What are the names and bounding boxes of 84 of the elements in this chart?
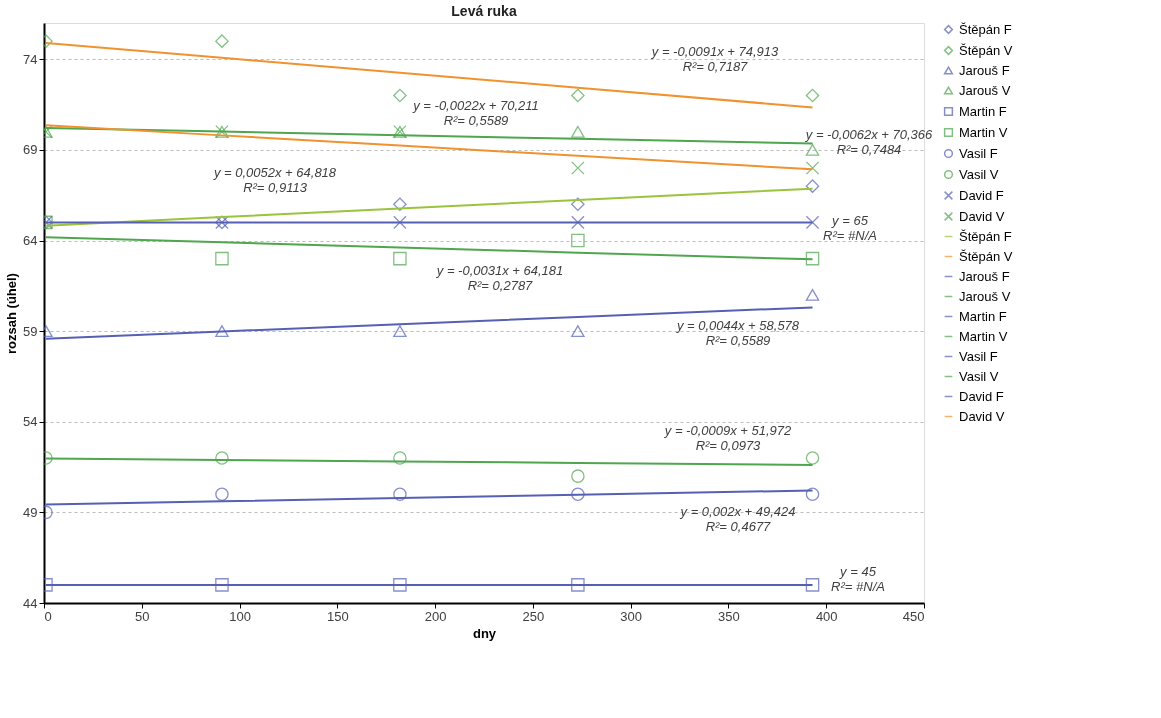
legend-label: Jarouš F [959,268,1010,284]
legend-label: Štěpán V [959,42,1013,58]
legend-label: Martin F [959,308,1007,324]
point [571,161,585,175]
point [215,34,229,48]
annotation: y = 0,0044x + 58,578 R²= 0,5589 [675,318,800,348]
legend-label: Jarouš F [959,62,1010,78]
point [805,161,820,175]
legend-label: Martin V [959,124,1008,140]
legend-label: David F [959,388,1004,404]
point [805,143,820,156]
legend-label: Štěpán V [959,248,1013,264]
point [805,88,820,103]
y-tick-label: 64 [23,233,38,248]
annotation: y = 0,002x + 49,424 R²= 0,4677 [679,504,796,534]
y-tick-label: 74 [23,51,38,67]
legend-label: Jarouš V [959,288,1011,304]
point [571,125,585,138]
point [571,233,585,248]
legend-label: Vasil F [959,348,998,364]
x-tick-label: 0 [44,608,52,624]
legend-label: Štěpán F [959,21,1012,37]
point [215,451,229,465]
point [215,325,229,338]
x-tick-label: 300 [620,608,643,624]
point [571,578,585,592]
y-axis-title: rozsah (úhel) [4,273,20,354]
legend-label: Vasil V [959,368,999,384]
point [215,487,229,502]
x-tick-label: 250 [522,608,545,624]
annotation: y = 45 R²= #N/A [831,564,885,594]
y-tick-label: 59 [23,323,38,339]
legend-label: David V [959,208,1005,224]
annotation: y = -0,0022x + 70,211 R²= 0,5589 [412,98,539,128]
y-tick-label: 44 [23,595,38,611]
point [215,251,229,266]
x-tick-label: 50 [135,608,150,624]
annotation: y = -0,0062x + 70,366 R²= 0,7484 [804,127,934,157]
annotation: y = -0,0009x + 51,972 R²= 0,0973 [663,423,793,453]
x-tick-label: 400 [815,608,838,624]
point [215,578,229,592]
x-tick-label: 450 [902,608,925,624]
chart-title: Levá ruka [451,3,517,19]
point [393,451,407,465]
legend-label: Vasil F [959,145,998,161]
annotation: y = 65 R²= #N/A [823,213,877,243]
legend-label: David F [959,187,1004,203]
point [805,487,820,502]
annotation: y = 0,0052x + 64,818 R²= 0,9113 [212,165,337,195]
point [571,469,585,483]
x-tick-label: 200 [424,608,447,624]
legend-label: Martin V [959,328,1008,344]
point [393,197,407,212]
point [571,197,585,212]
point [393,215,407,230]
point [805,179,820,193]
legend-label: Vasil V [959,166,999,182]
point [805,578,820,592]
annotation: y = -0,0091x + 74,913 R²= 0,7187 [650,44,780,74]
point [805,288,820,301]
legend-label: David V [959,408,1005,424]
point [805,451,820,465]
point [393,251,407,266]
x-axis-title: dny [472,625,497,641]
annotation: y = -0,0031x + 64,181 R²= 0,2787 [435,263,564,293]
legend-label: Jarouš V [959,82,1011,98]
y-tick-label: 49 [23,504,38,520]
point [805,215,820,230]
legend-label: Martin F [959,103,1007,119]
point [571,325,585,338]
point [393,325,407,338]
point [393,487,407,502]
y-tick-label: 69 [23,142,38,158]
point [571,487,585,502]
legend-label: Štěpán F [959,228,1012,244]
point [571,88,585,103]
point [393,578,407,592]
x-tick-label: 100 [229,608,251,624]
point [805,251,820,266]
x-tick-label: 350 [718,608,740,624]
x-tick-label: 150 [326,608,349,624]
point [393,88,407,103]
y-tick-label: 54 [23,414,38,430]
point [571,215,585,230]
